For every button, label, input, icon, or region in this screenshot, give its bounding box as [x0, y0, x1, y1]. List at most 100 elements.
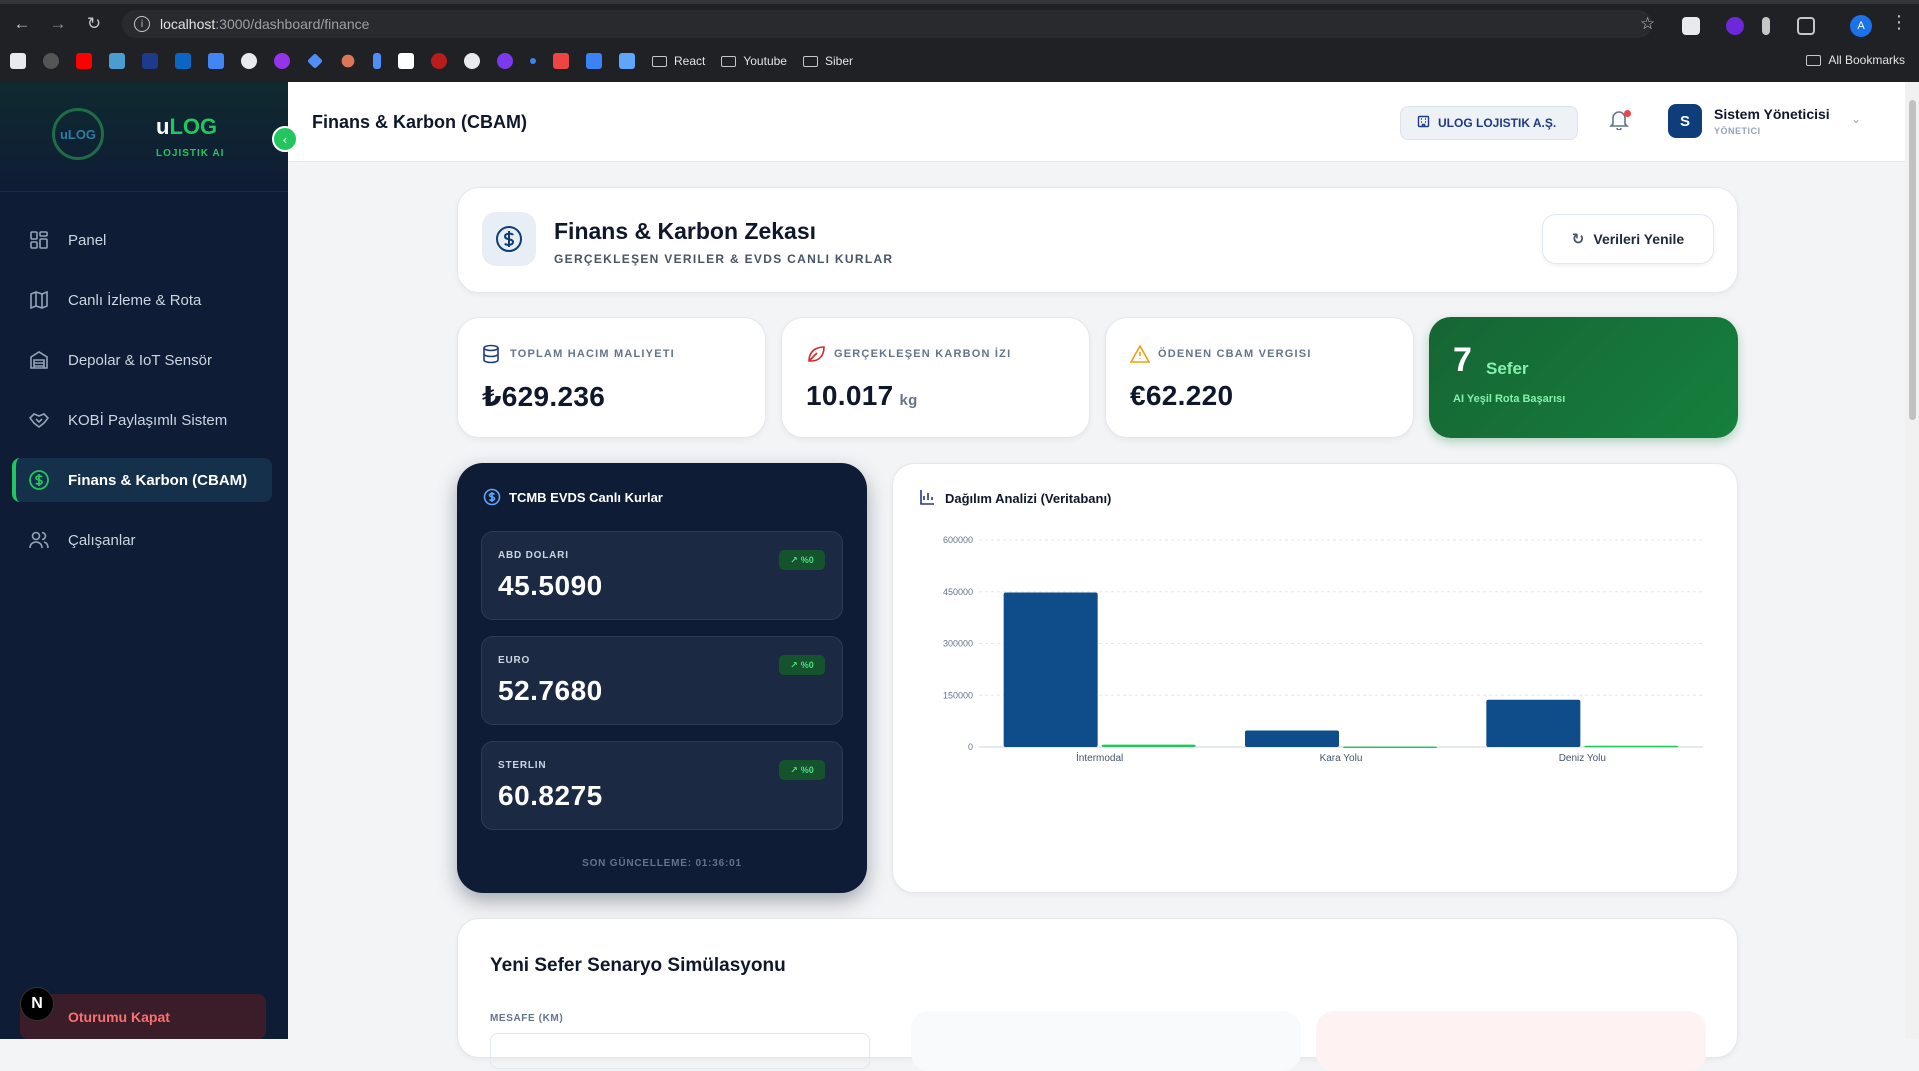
rate-change-badge: ↗ %0 [779, 655, 825, 675]
github-icon[interactable] [241, 53, 257, 69]
sidebar-item-kobi[interactable]: KOBİ Paylaşımlı Sistem [12, 398, 272, 442]
all-bookmarks-button[interactable]: All Bookmarks [1806, 53, 1905, 67]
bookmark-favicon-icon[interactable] [398, 53, 414, 69]
reload-icon[interactable]: ↻ [86, 14, 102, 33]
green-route-subtitle: AI Yeşil Rota Başarısı [1453, 393, 1566, 405]
youtube-icon[interactable] [76, 53, 92, 69]
dollar-circle-icon [482, 212, 536, 266]
extension-icon[interactable] [1682, 17, 1700, 35]
hero-title: Finans & Karbon Zekası [554, 218, 817, 244]
forward-icon[interactable]: → [49, 14, 67, 33]
chevron-down-icon[interactable]: ⌄ [1851, 112, 1862, 126]
address-bar[interactable]: i localhost:3000/dashboard/finance [122, 10, 1652, 38]
back-icon[interactable]: ← [13, 14, 31, 33]
simulation-card: Yeni Sefer Senaryo Simülasyonu MESAFE (K… [457, 918, 1738, 1071]
rate-change-value: %0 [800, 660, 814, 670]
extension-icon[interactable] [1726, 17, 1744, 35]
sidebar-item-label: Depolar & IoT Sensör [68, 351, 212, 369]
y-tick-label: 600000 [943, 535, 973, 545]
folder-icon [1806, 54, 1822, 66]
stat-value: 10.017 kg [806, 380, 918, 412]
stat-card-cbam-tax: ÖDENEN CBAM VERGISI €62.220 [1105, 317, 1414, 438]
chart-bar [1343, 746, 1437, 748]
logout-button[interactable]: Oturumu Kapat [20, 994, 266, 1039]
bookmark-star-icon[interactable]: ☆ [1640, 14, 1656, 33]
stat-label: ÖDENEN CBAM VERGISI [1158, 348, 1312, 360]
bookmark-favicon-icon[interactable] [142, 53, 158, 69]
site-info-icon[interactable]: i [134, 16, 150, 32]
bookmark-favicon-icon[interactable] [586, 53, 602, 69]
bookmark-favicon-icon[interactable] [10, 53, 26, 69]
sidebar-item-panel[interactable]: Panel [12, 218, 272, 262]
user-avatar[interactable]: S [1668, 104, 1702, 138]
chart-bar [1003, 592, 1098, 747]
bookmark-folder-siber[interactable]: Siber [802, 54, 853, 68]
bookmark-folder-label: Youtube [743, 54, 787, 68]
bookmark-favicon-icon[interactable] [464, 53, 480, 69]
bookmark-favicon-icon[interactable] [373, 53, 381, 69]
sidebar-item-live-tracking[interactable]: Canlı İzleme & Rota [12, 278, 272, 322]
bookmark-favicon-icon[interactable] [530, 58, 536, 64]
tab-strip [0, 0, 1919, 4]
users-icon [28, 529, 50, 551]
bookmark-favicon-icon[interactable] [109, 53, 125, 69]
sidebar-item-warehouses[interactable]: Depolar & IoT Sensör [12, 338, 272, 382]
chart-title: Dağılım Analizi (Veritabanı) [945, 491, 1112, 506]
rate-item-usd: ABD DOLARI 45.5090 ↗ %0 [481, 531, 843, 620]
y-tick-label: 0 [968, 742, 973, 752]
warning-icon [1129, 344, 1151, 364]
stat-value-number: 10.017 [806, 380, 894, 411]
translate-icon[interactable] [208, 53, 224, 69]
gemini-icon[interactable] [307, 53, 323, 69]
user-role: YÖNETICI [1714, 126, 1761, 136]
extensions-puzzle-icon[interactable] [1797, 17, 1815, 35]
claude-icon[interactable] [341, 54, 355, 68]
url-host: localhost [160, 16, 216, 32]
user-name[interactable]: Sistem Yöneticisi [1714, 106, 1830, 122]
rate-label: EURO [498, 655, 531, 666]
chart-bar [1584, 745, 1679, 748]
sidebar-item-employees[interactable]: Çalışanlar [12, 518, 272, 562]
bookmark-folder-react[interactable]: React [652, 54, 705, 68]
bookmark-favicon-icon[interactable] [431, 53, 447, 69]
profile-avatar[interactable]: A [1850, 15, 1872, 37]
bookmark-favicon-icon[interactable] [43, 53, 59, 69]
stat-value: ₺629.236 [482, 380, 605, 413]
browser-menu-icon[interactable]: ⋮ [1890, 12, 1908, 32]
refresh-icon: ↻ [1571, 231, 1585, 248]
warehouse-icon [28, 349, 50, 371]
stat-label: TOPLAM HACIM MALIYETI [510, 348, 675, 360]
exchange-rates-card: TCMB EVDS Canlı Kurlar ABD DOLARI 45.509… [457, 463, 867, 893]
bookmark-favicon-icon[interactable] [553, 53, 569, 69]
chart-bar [1101, 744, 1196, 747]
nextjs-dev-badge[interactable]: N [20, 987, 54, 1021]
bookmark-folder-youtube[interactable]: Youtube [721, 54, 787, 68]
scrollbar-thumb[interactable] [1909, 100, 1916, 420]
rate-value: 52.7680 [498, 675, 603, 706]
rate-item-eur: EURO 52.7680 ↗ %0 [481, 636, 843, 725]
notification-bell-icon[interactable] [1608, 108, 1632, 132]
bookmark-favicon-icon[interactable] [497, 53, 513, 69]
distance-input[interactable] [490, 1033, 870, 1069]
sidebar-item-label: Finans & Karbon (CBAM) [68, 471, 248, 489]
sidebar-item-finance[interactable]: Finans & Karbon (CBAM) [12, 458, 272, 502]
refresh-data-button[interactable]: ↻ Verileri Yenile [1542, 214, 1714, 264]
bookmark-favicon-icon[interactable] [274, 53, 290, 69]
extension-icon[interactable] [1762, 17, 1770, 35]
logout-label: Oturumu Kapat [68, 1008, 170, 1025]
rate-value: 60.8275 [498, 780, 603, 811]
y-tick-label: 300000 [943, 639, 973, 649]
brand-name: uLOG [156, 114, 217, 140]
trending-up-icon: ↗ [790, 764, 798, 775]
sidebar: uLOG uLOG LOJISTIK AI Panel Canlı İzleme… [0, 82, 288, 1039]
rate-change-badge: ↗ %0 [779, 550, 825, 570]
bookmark-favicon-icon[interactable] [619, 53, 635, 69]
company-button[interactable]: ULOG LOJISTIK A.Ş. [1400, 106, 1578, 140]
distance-label: MESAFE (KM) [490, 1013, 564, 1024]
ulog-logo: uLOG [52, 108, 104, 160]
dollar-circle-icon [28, 469, 50, 491]
notification-dot [1624, 110, 1631, 117]
linkedin-icon[interactable] [175, 53, 191, 69]
sidebar-item-label: KOBİ Paylaşımlı Sistem [68, 411, 228, 429]
collapse-sidebar-button[interactable]: ‹ [272, 126, 298, 152]
